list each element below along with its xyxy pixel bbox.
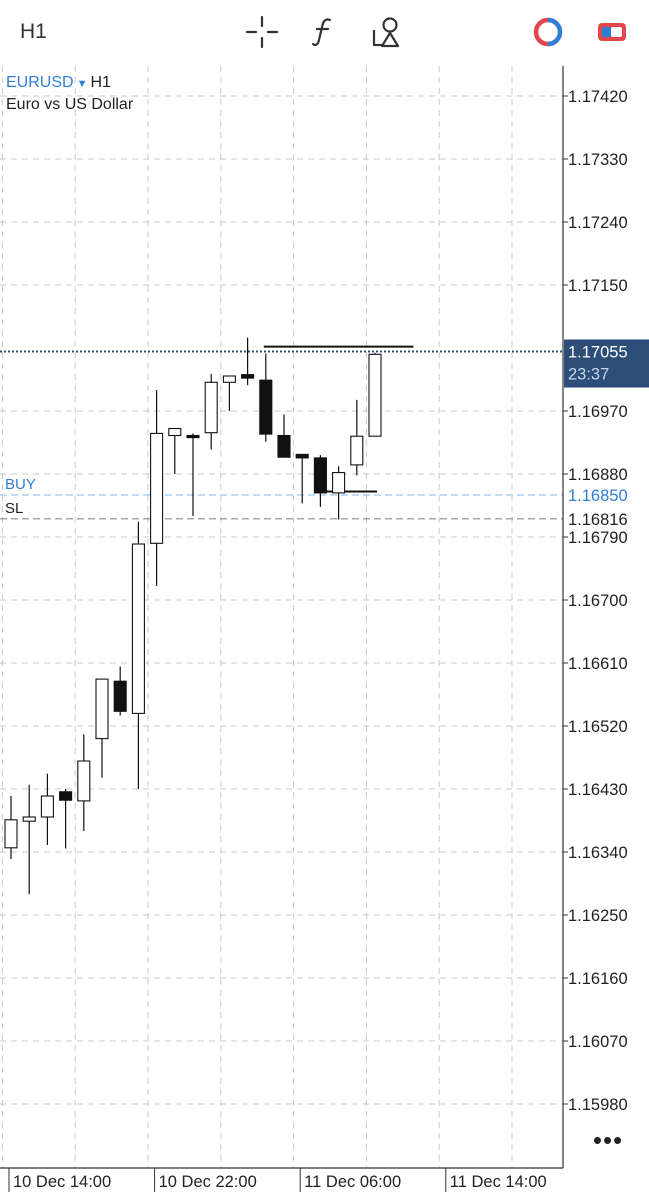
price-tick-label: 1.16970 [568, 403, 628, 421]
candle-body-bearish [241, 374, 255, 379]
more-options-button[interactable]: ••• [592, 1125, 624, 1155]
candle-body-bullish [22, 816, 36, 822]
candle [40, 773, 54, 845]
candle [77, 734, 91, 831]
candle [295, 453, 309, 504]
price-tick-label: 1.15980 [568, 1096, 628, 1114]
symbol-header[interactable]: EURUSD ▼ H1 [6, 74, 111, 92]
candle [168, 427, 182, 474]
candle [313, 455, 327, 507]
candle [368, 352, 382, 437]
time-tick-label: 11 Dec 14:00 [450, 1173, 547, 1191]
candle [113, 666, 127, 716]
price-tick-label: 1.16250 [568, 907, 628, 925]
buy-price-label: 1.16850 [568, 487, 628, 505]
price-tick-label: 1.17150 [568, 277, 628, 295]
price-tick-label: 1.16520 [568, 718, 628, 736]
time-axis: 10 Dec 14:00 10 Dec 22:00 11 Dec 06:00 11 D… [0, 1167, 563, 1192]
price-tick-label: 1.16790 [568, 529, 628, 547]
price-tick-label: 1.16880 [568, 466, 628, 484]
candle-body-bullish [350, 435, 364, 466]
one-click-trading-icon[interactable] [530, 14, 566, 50]
function-icon[interactable] [306, 14, 342, 50]
candle [259, 353, 273, 442]
candle-body-bearish [113, 680, 127, 712]
price-tick-label: 1.16430 [568, 781, 628, 799]
candle [22, 784, 36, 894]
chart-grid [0, 66, 563, 1168]
price-axis: 1.17420 1.17330 1.17240 1.17150 1.16970 1.168… [562, 66, 649, 1168]
timeframe-button[interactable]: H1 [20, 20, 47, 43]
current-price-tag [564, 339, 649, 388]
candle [4, 796, 18, 859]
candle-body-bullish [40, 795, 54, 818]
candle [204, 373, 218, 450]
price-tick-label: 1.16610 [568, 655, 628, 673]
time-tick-label: 10 Dec 14:00 [13, 1173, 111, 1191]
candle-body-bullish [150, 432, 164, 544]
candle [150, 390, 164, 586]
current-price-label: 1.17055 [568, 344, 628, 362]
candle-countdown-label: 23:37 [568, 366, 609, 384]
crosshair-icon[interactable] [244, 14, 280, 50]
price-tick-label: 1.16160 [568, 970, 628, 988]
price-tick-label: 1.16340 [568, 844, 628, 862]
candle-body-bullish [332, 472, 346, 494]
candle-body-bullish [168, 427, 182, 437]
objects-icon[interactable] [368, 14, 404, 50]
candlestick-series [4, 337, 382, 894]
candle-body-bullish [222, 375, 236, 383]
candle [131, 521, 145, 789]
candle-body-bearish [277, 434, 291, 458]
symbol-timeframe: H1 [90, 74, 111, 91]
stop-loss-line-label[interactable]: SL [5, 500, 24, 517]
candle-body-bullish [77, 760, 91, 802]
candle-body-bullish [4, 819, 18, 849]
candle-body-bearish [313, 457, 327, 494]
candle [332, 466, 346, 520]
candle [186, 433, 200, 516]
candle-body-bullish [95, 678, 109, 740]
candle-body-bearish [186, 434, 200, 439]
candle [95, 678, 109, 778]
chart-toolbar: H1 [0, 0, 649, 66]
candle-body-bullish [368, 353, 382, 437]
trade-levels [0, 345, 563, 520]
price-tick-label: 1.17420 [568, 88, 628, 106]
price-chart[interactable]: 1.17420 1.17330 1.17240 1.17150 1.16970 1.168… [0, 66, 649, 1200]
buy-price-tag [564, 484, 649, 506]
stop-loss-price-label: 1.16816 [568, 511, 628, 529]
symbol-description: Euro vs US Dollar [6, 96, 134, 113]
candle-body-bearish [259, 379, 273, 435]
price-tick-label: 1.17240 [568, 214, 628, 232]
price-tick-label: 1.16070 [568, 1033, 628, 1051]
price-tick-label: 1.17330 [568, 151, 628, 169]
candle [222, 375, 236, 411]
stop-loss-price-tag [564, 509, 649, 528]
toggle-icon[interactable] [594, 14, 630, 50]
candle [59, 789, 73, 849]
symbol-name[interactable]: EURUSD [6, 74, 74, 91]
price-tick-label: 1.16700 [568, 592, 628, 610]
symbol-dropdown-icon[interactable]: ▼ [76, 78, 88, 90]
candle-body-bullish [204, 381, 218, 434]
candle-body-bearish [295, 453, 309, 459]
candle [241, 337, 255, 386]
candle [350, 399, 364, 476]
candle [277, 414, 291, 458]
time-tick-label: 11 Dec 06:00 [304, 1173, 401, 1191]
candle-body-bearish [59, 791, 73, 801]
buy-line-label[interactable]: BUY [5, 476, 36, 493]
time-tick-label: 10 Dec 22:00 [159, 1173, 257, 1191]
candle-body-bullish [131, 543, 145, 714]
